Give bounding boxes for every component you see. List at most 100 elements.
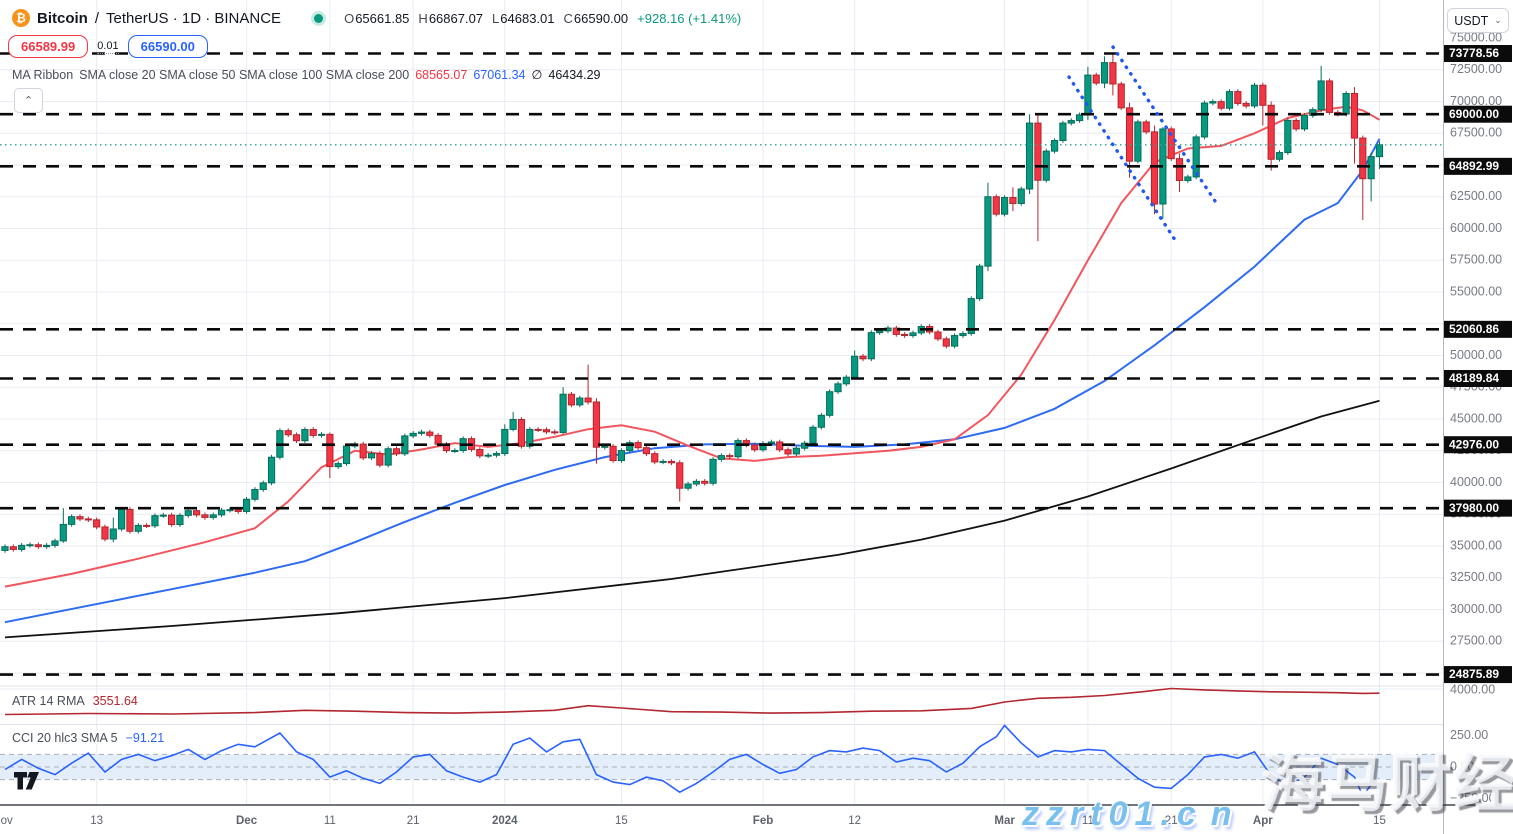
candle <box>1 546 9 551</box>
sell-button[interactable]: 66589.99 <box>8 35 89 58</box>
time-label: 21 <box>1165 815 1178 827</box>
price-level-badge-label: 64892.99 <box>1449 159 1499 173</box>
candle <box>301 429 309 442</box>
price-tick-label: 60000.00 <box>1450 221 1502 235</box>
candle <box>1375 144 1384 158</box>
candle <box>284 430 292 436</box>
candle <box>559 393 567 433</box>
candle <box>617 450 626 462</box>
candle <box>26 544 34 547</box>
candle <box>934 331 942 340</box>
cci-title[interactable]: CCI 20 hlc3 SMA 5 <box>12 731 118 745</box>
candle <box>143 524 151 527</box>
spread-value: 0.01 <box>97 39 119 54</box>
candle <box>1109 62 1117 85</box>
candle <box>817 414 825 428</box>
price-level-badge <box>1444 499 1512 517</box>
atr-legend: ATR 14 RMA 3551.64 <box>12 694 138 708</box>
candle <box>1367 156 1375 180</box>
candle <box>892 327 900 335</box>
high-label: H <box>418 10 428 26</box>
candle <box>176 514 184 526</box>
candle <box>426 431 434 436</box>
candle <box>376 453 384 466</box>
candle <box>876 330 884 334</box>
price-scale[interactable] <box>1443 0 1513 834</box>
candle <box>859 355 867 360</box>
hexagon-gear-icon <box>1195 797 1215 834</box>
sma50-value: 67061.34 <box>473 67 526 82</box>
candle <box>551 431 559 434</box>
candle <box>309 429 317 436</box>
price-tick-label: 50000.00 <box>1450 348 1502 362</box>
candle <box>634 442 642 449</box>
symbol-name[interactable]: Bitcoin <box>37 9 88 27</box>
candle <box>1217 101 1225 109</box>
candle <box>1350 92 1359 139</box>
candle <box>509 419 517 430</box>
open-value: 65661.85 <box>355 10 410 26</box>
trendline[interactable] <box>1111 45 1221 209</box>
sma50-line <box>4 138 1381 624</box>
indicator-title[interactable]: MA Ribbon <box>12 67 74 82</box>
candle <box>1175 158 1184 181</box>
quote-row: 66589.99 0.01 66590.00 <box>8 35 208 58</box>
atr-title[interactable]: ATR 14 RMA <box>12 694 85 708</box>
low-value: 64683.01 <box>500 10 555 26</box>
symbol-market[interactable]: TetherUS · 1D · BINANCE <box>106 9 282 27</box>
cci-tick-label: −250.00 <box>1450 791 1496 805</box>
time-label: 13 <box>90 815 103 827</box>
candle <box>1084 74 1092 116</box>
candle <box>592 401 601 448</box>
candle <box>1275 152 1284 160</box>
candle <box>1125 107 1134 162</box>
watermark-cjk: 海马财经 <box>1262 750 1513 819</box>
candle <box>1017 188 1025 204</box>
candle <box>184 510 192 516</box>
chevron-down-icon: ⌄ <box>1494 15 1502 25</box>
candle <box>1117 83 1125 109</box>
chevron-up-icon: ⌃ <box>23 95 34 107</box>
candle <box>809 426 817 444</box>
currency-dropdown[interactable]: USDT ⌄ <box>1447 8 1509 33</box>
time-label: 15 <box>615 815 628 827</box>
high-value: 66867.07 <box>428 10 484 26</box>
close-value: 66590.00 <box>573 10 629 26</box>
candle <box>209 514 217 518</box>
candle <box>359 443 367 459</box>
collapse-indicators-button[interactable]: ⌃ <box>14 88 43 113</box>
candle <box>34 544 42 548</box>
candle <box>1025 122 1034 190</box>
candle <box>1250 84 1259 107</box>
sma200-line <box>4 399 1380 639</box>
candle <box>151 515 159 527</box>
price-tick-label: 27500.00 <box>1450 634 1502 648</box>
candle <box>384 448 392 466</box>
candle <box>776 441 784 451</box>
tradingview-logo[interactable] <box>14 772 46 798</box>
candle <box>259 482 267 490</box>
candle <box>676 462 684 489</box>
candle <box>601 445 609 448</box>
price-level-badge-label: 24875.89 <box>1449 667 1499 681</box>
time-label: ov <box>1 815 13 827</box>
buy-button[interactable]: 66590.00 <box>127 35 208 58</box>
candle <box>1034 122 1042 181</box>
price-tick-label: 30000.00 <box>1450 602 1502 616</box>
candle <box>1092 74 1100 84</box>
trendline[interactable] <box>1067 75 1179 245</box>
watermark-site: zzrt01.c n <box>1022 795 1239 834</box>
candle <box>18 544 26 550</box>
market-status-icon[interactable] <box>314 13 324 23</box>
candle <box>976 265 984 300</box>
candle <box>1300 114 1309 130</box>
candle <box>951 335 959 347</box>
candle <box>492 453 501 456</box>
time-label: 12 <box>848 815 861 827</box>
time-label: 11 <box>1082 815 1094 827</box>
price-level-badge <box>1444 436 1512 454</box>
avg-prefix: ∅ <box>531 68 543 82</box>
candle <box>717 455 725 460</box>
candle <box>334 463 342 468</box>
